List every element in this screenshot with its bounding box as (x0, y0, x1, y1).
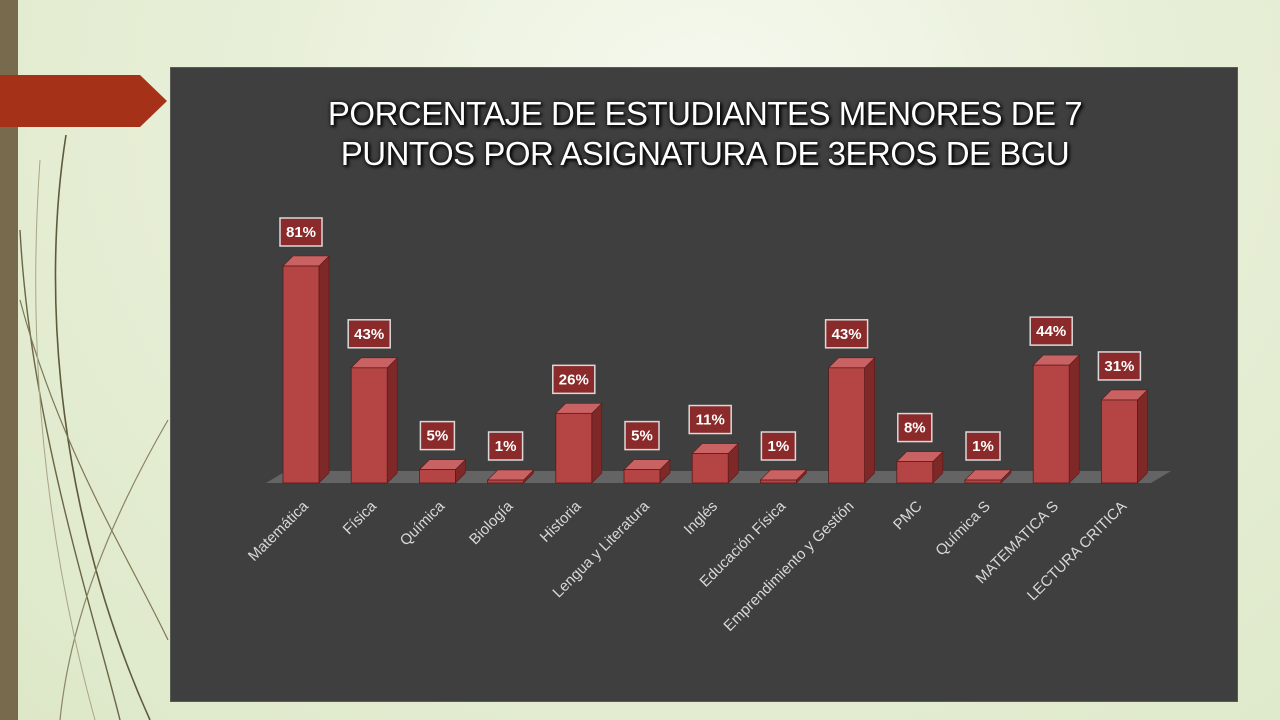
accent-arrow-tab (0, 75, 167, 127)
bar-front-face (487, 479, 525, 484)
chart-title-line-2: PUNTOS POR ASIGNATURA DE 3EROS DE BGU (340, 135, 1070, 172)
data-label: 1% (495, 438, 517, 455)
bar-side-face (318, 255, 330, 484)
chart-panel: PORCENTAJE DE ESTUDIANTES MENORES DE 7 P… (170, 67, 1238, 702)
data-label-box (824, 319, 869, 349)
data-label-box (552, 364, 596, 395)
data-label-box (1029, 316, 1073, 346)
bar-quimica (418, 458, 467, 484)
bar-side-face (864, 357, 875, 484)
bar-side-face (1068, 354, 1080, 484)
data-label-box (624, 420, 660, 451)
category-label: Biología (466, 497, 517, 548)
data-label: 11% (696, 412, 725, 429)
data-label-box (1097, 351, 1142, 381)
bar-side-face (591, 402, 603, 484)
bar-emprendimiento-y-gestion (827, 357, 876, 484)
data-label: 81% (286, 224, 316, 241)
data-label-box (760, 431, 797, 461)
bar-front-face (964, 479, 1002, 484)
bar-matematica (282, 255, 330, 484)
bar-front-face (555, 412, 593, 484)
bar-historia (555, 402, 603, 484)
left-accent-bar (0, 0, 18, 720)
data-label: 43% (354, 326, 384, 343)
bar-front-face (282, 265, 320, 484)
data-label-box (897, 412, 933, 443)
bar-front-face (1032, 364, 1070, 484)
category-label: PMC (890, 498, 926, 534)
bar-front-face (896, 461, 934, 484)
data-label: 1% (768, 438, 790, 455)
bar-matematica-s (1032, 354, 1080, 484)
category-label: Emprendimiento y Gestión (720, 498, 857, 635)
bar-side-face (1137, 389, 1148, 484)
data-label-box (688, 404, 732, 435)
data-label: 5% (427, 428, 449, 445)
bar-pmc (896, 450, 944, 484)
data-label: 44% (1036, 323, 1066, 340)
bar-biologia (486, 469, 535, 484)
data-label-box (487, 431, 524, 461)
category-label: Física (340, 497, 381, 538)
bar-front-face (828, 367, 865, 484)
bar-educacion-fisica (759, 469, 808, 484)
data-label: 5% (631, 428, 653, 445)
bar-front-face (691, 453, 729, 484)
bar-ingles (691, 442, 739, 484)
category-label: Matemática (245, 497, 312, 564)
bar-front-face (1101, 399, 1138, 484)
bar-front-face (623, 469, 661, 484)
category-label: Historia (537, 497, 585, 545)
data-label: 1% (972, 438, 994, 455)
bar-fisica (350, 357, 398, 484)
bar-front-face (760, 479, 797, 484)
bar-lectura-critica (1100, 389, 1149, 484)
bar-quimica-s (964, 469, 1012, 484)
bar-front-face (350, 367, 388, 484)
chart-title-line-1: PORCENTAJE DE ESTUDIANTES MENORES DE 7 (327, 95, 1083, 132)
bar-side-face (386, 357, 398, 484)
data-label: 31% (1104, 358, 1134, 375)
data-label-box (347, 319, 391, 349)
data-label: 43% (832, 326, 862, 343)
data-label-box (965, 431, 1001, 461)
data-label: 26% (559, 371, 589, 388)
chart-title: PORCENTAJE DE ESTUDIANTES MENORES DE 7 P… (171, 94, 1239, 174)
category-label: Química (397, 497, 449, 549)
bar-front-face (418, 469, 456, 484)
decorative-swoosh-lines (19, 134, 169, 720)
data-label-box (279, 217, 323, 247)
category-label: Química S (932, 498, 994, 560)
data-label: 8% (904, 420, 926, 437)
category-label: Inglés (681, 498, 721, 538)
data-label-box (419, 420, 456, 451)
bar-lengua-y-literatura (623, 458, 671, 484)
bar-chart: 81% Matemática 43% Física 5% Química 1% Biologí… (245, 217, 1171, 635)
